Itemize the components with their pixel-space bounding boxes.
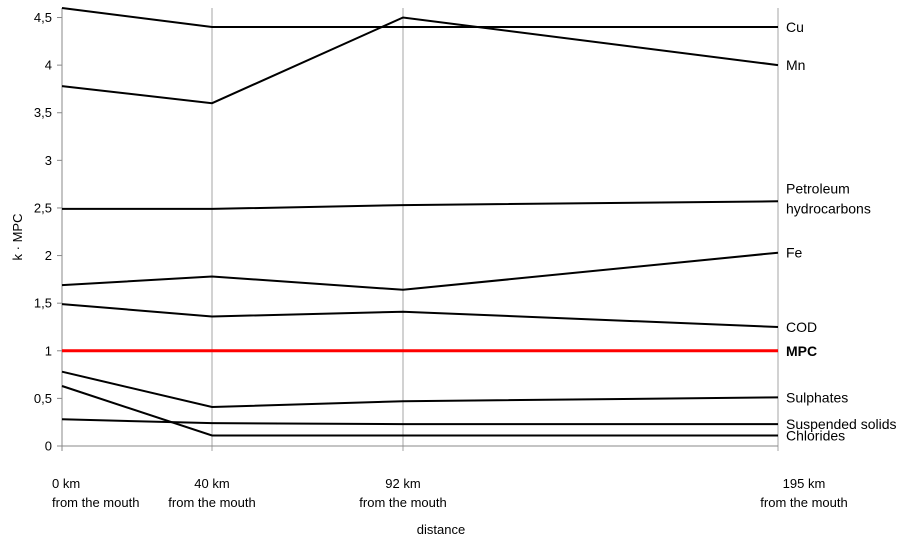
series-label-sulphates: Sulphates [786, 389, 848, 405]
x-tick-labels: 0 km from the mouth 40 km from the mouth 92 … [52, 476, 848, 510]
series-line-mn [61, 16, 779, 105]
series-label-petroleum-hydrocarbons: hydrocarbons [786, 200, 871, 216]
x-tick-sublabel: from the mouth [359, 495, 446, 510]
series-line-sulphates [61, 370, 779, 409]
series-label-cod: COD [786, 319, 817, 335]
series-lines [61, 7, 779, 437]
series-line-fe [61, 251, 779, 291]
series-label-mn: Mn [786, 57, 805, 73]
series-label-chlorides: Chlorides [786, 428, 845, 444]
y-tick-label: 2 [45, 248, 52, 263]
vertical-gridlines [211, 8, 779, 451]
series-label-mpc: MPC [786, 343, 817, 359]
y-tick-label: 4,5 [34, 10, 52, 25]
x-tick-label: 195 km [783, 476, 826, 491]
series-line-suspended-solids [61, 418, 778, 426]
y-tick-label: 3,5 [34, 105, 52, 120]
series-line-chlorides [61, 385, 778, 437]
axes [57, 8, 778, 451]
y-tick-labels: 0 0,5 1 1,5 2 2,5 3 3,5 4 4,5 [34, 10, 52, 453]
y-tick-label: 0 [45, 439, 52, 454]
series-label-cu: Cu [786, 19, 804, 35]
x-tick-sublabel: from the mouth [760, 495, 847, 510]
x-tick-label: 92 km [385, 476, 420, 491]
x-axis-title: distance [417, 522, 465, 537]
series-labels: Cu Mn Petroleum hydrocarbons Fe COD MPC Sulphat… [786, 19, 897, 443]
x-tick-label: 0 km [52, 476, 80, 491]
x-tick-label: 40 km [194, 476, 229, 491]
y-tick-label: 0,5 [34, 391, 52, 406]
series-line-cod [61, 303, 779, 328]
y-tick-label: 1 [45, 343, 52, 358]
y-tick-label: 4 [45, 58, 52, 73]
series-line-petroleum-hydrocarbons [62, 200, 779, 210]
y-tick-label: 1,5 [34, 296, 52, 311]
y-axis-title: k · MPC [10, 214, 25, 261]
series-label-fe: Fe [786, 245, 803, 261]
y-tick-label: 2,5 [34, 200, 52, 215]
y-tick-label: 3 [45, 153, 52, 168]
x-tick-sublabel: from the mouth [168, 495, 255, 510]
series-label-petroleum-hydrocarbons: Petroleum [786, 180, 850, 196]
series-label-suspended-solids: Suspended solids [786, 416, 897, 432]
series-line-cu [61, 7, 778, 28]
x-tick-sublabel: from the mouth [52, 495, 139, 510]
